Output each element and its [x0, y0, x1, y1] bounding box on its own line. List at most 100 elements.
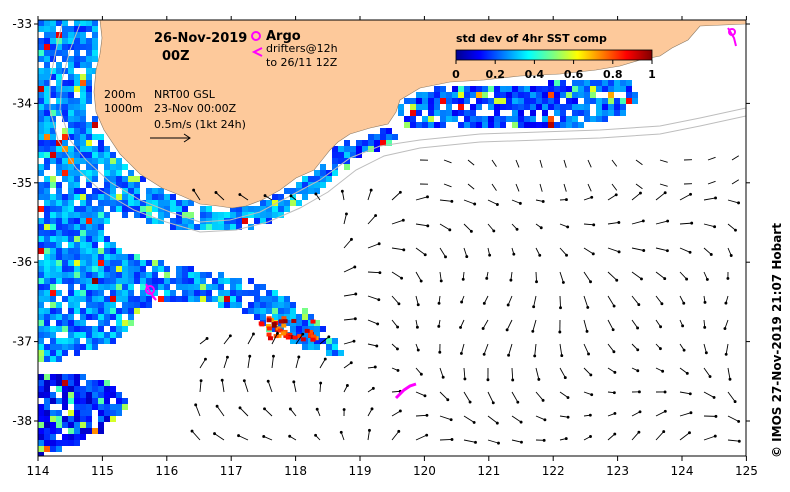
current-arrow — [727, 199, 739, 204]
current-arrow-head — [703, 325, 707, 329]
sst-cell — [80, 278, 86, 284]
sst-cell — [68, 374, 74, 380]
sst-cell — [464, 92, 470, 98]
sst-cell — [74, 206, 80, 212]
sst-cell — [62, 230, 68, 236]
sst-cell — [608, 98, 614, 104]
current-arrow-head — [589, 373, 593, 377]
sst-cell — [38, 74, 44, 80]
sst-cell — [170, 296, 176, 302]
current-arrow-head — [658, 347, 662, 351]
sst-cell — [608, 104, 614, 110]
colorbar-tick-label: 0.6 — [564, 68, 584, 81]
current-arrow-head — [612, 304, 616, 308]
sst-cell — [68, 164, 74, 170]
sst-cell — [110, 416, 116, 422]
sst-cell — [434, 98, 440, 104]
sst-cell — [188, 290, 194, 296]
sst-cell — [86, 236, 92, 242]
sst-cell — [302, 176, 308, 182]
sst-cell — [44, 428, 50, 434]
sst-cell — [242, 212, 248, 218]
sst-cell — [428, 104, 434, 110]
sst-cell — [230, 290, 236, 296]
sst-cell — [86, 290, 92, 296]
sst-cell — [98, 314, 104, 320]
current-arrow — [707, 180, 716, 185]
sst-cell — [182, 266, 188, 272]
sst-cell — [572, 86, 578, 92]
current-arrow-head — [215, 404, 219, 408]
sst-cell — [272, 200, 278, 206]
sst-cell — [440, 110, 446, 116]
current-arrow-head — [538, 253, 542, 257]
current-arrow — [655, 410, 666, 417]
sst-cell — [98, 398, 104, 404]
current-arrow-head — [190, 429, 194, 433]
sst-cell — [212, 296, 218, 302]
sst-cell — [446, 98, 452, 104]
sst-cell — [602, 86, 608, 92]
drifters-to-label: to 26/11 12Z — [266, 56, 338, 69]
sst-cell — [56, 260, 62, 266]
sst-cell — [146, 200, 152, 206]
sst-cell — [128, 290, 134, 296]
sst-cell — [116, 254, 122, 260]
sst-cell — [92, 314, 98, 320]
sst-cell-high — [304, 328, 310, 333]
current-arrow — [679, 432, 690, 441]
current-arrow-head — [617, 221, 621, 224]
current-arrow — [587, 159, 592, 168]
sst-cell — [314, 188, 320, 194]
sst-cell — [230, 296, 236, 302]
sst-cell — [386, 140, 392, 146]
current-arrow-head — [468, 400, 472, 404]
sst-cell — [68, 32, 74, 38]
sst-cell — [122, 194, 128, 200]
sst-cell — [146, 188, 152, 194]
sst-cell — [152, 260, 158, 266]
current-arrow-head — [613, 432, 617, 436]
sst-cell — [320, 326, 326, 332]
current-arrow — [295, 333, 304, 345]
current-arrow-head — [564, 437, 568, 441]
sst-cell — [224, 278, 230, 284]
sst-cell — [92, 50, 98, 56]
sst-cell — [68, 152, 74, 158]
sst-cell — [62, 194, 68, 200]
current-arrow-head — [681, 324, 685, 328]
sst-cell — [38, 428, 44, 434]
sst-cell — [98, 284, 104, 290]
sst-cell — [548, 92, 554, 98]
sst-cell — [248, 302, 254, 308]
sst-cell — [86, 20, 92, 26]
current-arrow-head — [437, 324, 441, 328]
sst-cell — [68, 26, 74, 32]
current-arrow — [535, 271, 537, 282]
sst-cell — [530, 122, 536, 128]
sst-cell — [44, 158, 50, 164]
sst-cell — [236, 290, 242, 296]
current-arrow — [539, 159, 543, 168]
sst-cell — [68, 104, 74, 110]
sst-cell — [80, 116, 86, 122]
sst-cell — [206, 296, 212, 302]
sst-cell — [62, 416, 68, 422]
sst-cell — [218, 212, 224, 218]
sst-cell — [56, 200, 62, 206]
current-arrow — [415, 223, 428, 227]
sst-cell — [122, 296, 128, 302]
sst-cell — [416, 104, 422, 110]
sst-cell — [44, 266, 50, 272]
current-arrow — [563, 159, 567, 168]
sst-cell — [68, 194, 74, 200]
sst-cell — [38, 392, 44, 398]
sst-cell — [122, 272, 128, 278]
sst-cell — [278, 200, 284, 206]
sst-cell — [578, 92, 584, 98]
sst-cell — [422, 98, 428, 104]
sst-cell — [62, 218, 68, 224]
sst-cell — [38, 308, 44, 314]
sst-cell — [62, 164, 68, 170]
sst-cell — [92, 326, 98, 332]
